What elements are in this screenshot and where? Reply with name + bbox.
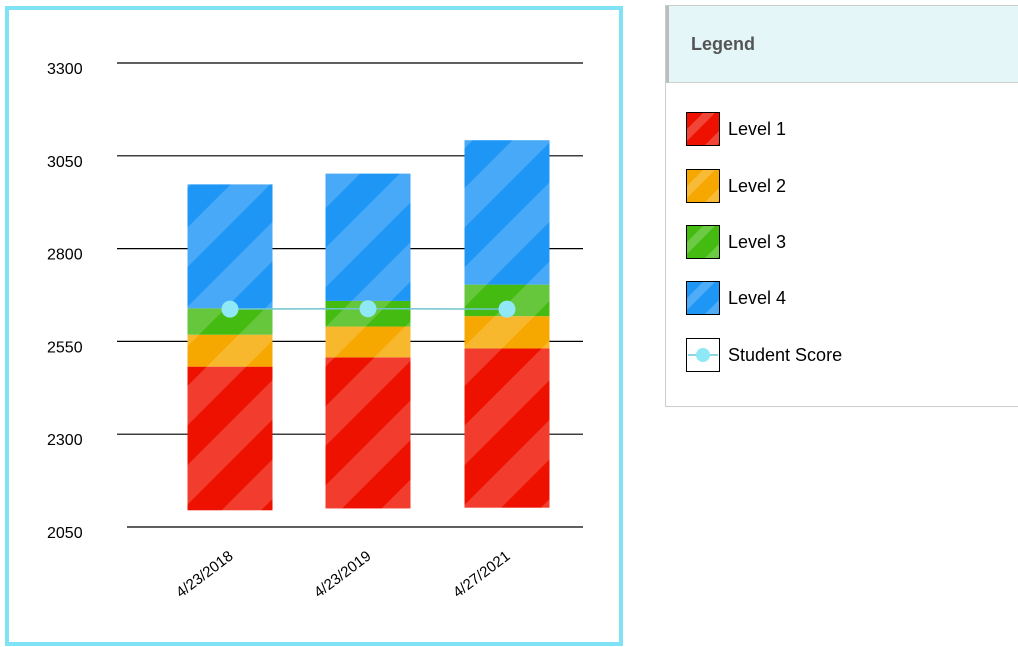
- stacked-bar-chart: 3300 3050 2800 2550 2300 2050 4/23/2018 4/23/20…: [47, 61, 583, 602]
- level-2-swatch-icon: [686, 169, 720, 203]
- student-score-point-4/23/2018: [221, 300, 239, 318]
- bar-level-1-4/23/2018: [187, 366, 273, 511]
- bar-level-4-4/27/2021: [464, 140, 550, 285]
- legend-item-level-3: Level 3: [686, 224, 786, 260]
- swatch-hatch-3: [687, 282, 719, 314]
- bar-level-2-4/23/2018: [187, 334, 273, 367]
- y-tick-label-3050: 3050: [47, 154, 83, 171]
- legend-item-level-4: Level 4: [686, 280, 786, 316]
- x-tick-label-4/23/2018: 4/23/2018: [173, 548, 237, 602]
- y-tick-label-2050: 2050: [47, 525, 83, 542]
- y-tick-label-2300: 2300: [47, 432, 83, 449]
- bar-level-2-4/23/2019: [325, 326, 411, 358]
- y-tick-label-2800: 2800: [47, 247, 83, 264]
- y-tick-label-2550: 2550: [47, 339, 83, 356]
- legend-title: Legend: [666, 6, 1018, 83]
- level-3-swatch-icon: [686, 225, 720, 259]
- bar-level-4-4/23/2018: [187, 184, 273, 309]
- swatch-line-point: [687, 339, 719, 371]
- x-tick-label-4/27/2021: 4/27/2021: [450, 548, 514, 602]
- legend-label-level-4: Level 4: [728, 287, 787, 308]
- legend-item-student-score: Student Score: [686, 337, 842, 373]
- level-1-swatch-icon: [686, 112, 720, 146]
- legend-panel: Legend Level 1 Level 2 Level 3 Level 4 S…: [665, 5, 1018, 407]
- student-score-point-4/27/2021: [498, 300, 516, 318]
- swatch-hatch-2: [687, 226, 719, 258]
- student-score-swatch-icon: [686, 338, 720, 372]
- bar-level-2-4/27/2021: [464, 316, 550, 349]
- legend-label-student-score: Student Score: [728, 344, 843, 365]
- y-tick-label-3300: 3300: [47, 61, 83, 78]
- legend-label-level-3: Level 3: [728, 231, 787, 252]
- bar-level-1-4/27/2021: [464, 348, 550, 508]
- bar-level-4-4/23/2019: [325, 173, 411, 301]
- x-tick-label-4/23/2019: 4/23/2019: [311, 548, 375, 602]
- legend-label-level-2: Level 2: [728, 175, 787, 196]
- legend-item-level-1: Level 1: [686, 111, 786, 147]
- swatch-hatch-1: [687, 170, 719, 202]
- level-4-swatch-icon: [686, 281, 720, 315]
- swatch-hatch-0: [687, 113, 719, 145]
- legend-label-level-1: Level 1: [728, 118, 787, 139]
- student-score-point-4/23/2019: [359, 300, 377, 318]
- legend-item-level-2: Level 2: [686, 168, 786, 204]
- chart-panel: 3300 3050 2800 2550 2300 2050 4/23/2018 4/23/20…: [5, 6, 623, 646]
- bar-level-1-4/23/2019: [325, 357, 411, 509]
